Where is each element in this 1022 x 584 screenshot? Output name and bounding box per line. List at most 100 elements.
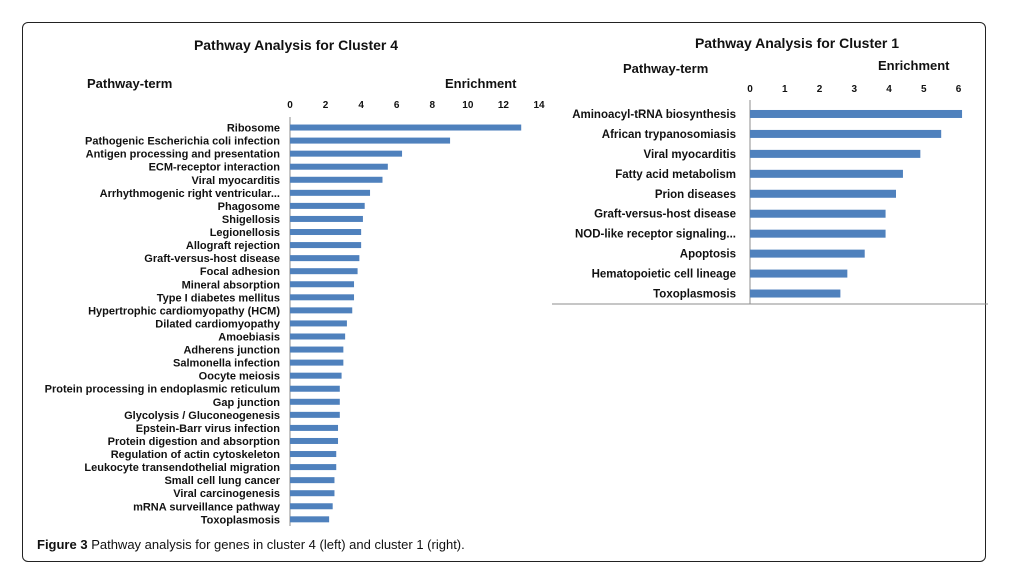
bar (750, 189, 896, 198)
category-label: Protein processing in endoplasmic reticu… (45, 384, 281, 396)
bar (290, 215, 363, 222)
category-label: Dilated cardiomyopathy (155, 318, 281, 330)
category-header: Pathway-term (87, 76, 172, 91)
bar (290, 372, 342, 379)
x-tick-label: 8 (430, 100, 436, 111)
caption-text: Pathway analysis for genes in cluster 4 … (87, 537, 465, 552)
category-label: Toxoplasmosis (653, 289, 736, 301)
bar (750, 249, 865, 258)
category-label: Aminoacyl-tRNA biosynthesis (572, 109, 736, 121)
bar (290, 137, 451, 144)
x-tick-label: 1 (782, 84, 788, 95)
category-label: NOD-like receptor signaling... (575, 229, 736, 241)
category-label: Mineral absorption (182, 279, 281, 291)
caption-label: Figure 3 (37, 537, 88, 552)
category-label: Apoptosis (680, 249, 736, 261)
category-label: Shigellosis (222, 214, 280, 226)
bar (290, 202, 365, 209)
category-label: Toxoplasmosis (201, 514, 280, 526)
category-label: Ribosome (227, 123, 280, 135)
bar (290, 451, 337, 458)
bar (750, 129, 942, 138)
x-tick-label: 0 (287, 100, 293, 111)
value-header: Enrichment (445, 76, 517, 91)
bar (750, 109, 963, 118)
category-label: Leukocyte transendothelial migration (84, 462, 280, 474)
category-label: Phagosome (218, 201, 280, 213)
bar (290, 385, 340, 392)
category-label: Graft-versus-host disease (594, 209, 736, 221)
category-label: Viral myocarditis (644, 149, 736, 161)
bar (290, 294, 355, 301)
bar (750, 229, 886, 238)
x-tick-label: 3 (852, 84, 858, 95)
bar (290, 281, 355, 288)
category-label: Amoebiasis (218, 331, 280, 343)
category-label: mRNA surveillance pathway (133, 501, 281, 513)
x-tick-label: 2 (323, 100, 329, 111)
bar (290, 477, 335, 484)
category-label: Protein digestion and absorption (108, 436, 281, 448)
x-tick-label: 4 (358, 100, 364, 111)
x-tick-label: 5 (921, 84, 927, 95)
bar (290, 229, 362, 236)
bar (290, 255, 360, 262)
x-tick-label: 10 (462, 100, 474, 111)
bar (290, 176, 383, 183)
category-label: ECM-receptor interaction (149, 162, 281, 174)
bar (290, 464, 337, 471)
category-label: Antigen processing and presentation (86, 149, 281, 161)
category-label: Regulation of actin cytoskeleton (111, 449, 281, 461)
category-label: African trypanosomiasis (602, 129, 736, 141)
bar (290, 163, 388, 170)
bar (290, 268, 358, 275)
category-label: Pathogenic Escherichia coli infection (85, 136, 280, 148)
bar (750, 169, 903, 178)
bar (290, 346, 344, 353)
x-tick-label: 0 (747, 84, 753, 95)
category-label: Viral myocarditis (192, 175, 280, 187)
category-label: Fatty acid metabolism (615, 169, 736, 181)
category-label: Allograft rejection (186, 240, 280, 252)
category-label: Type I diabetes mellitus (157, 292, 280, 304)
x-tick-label: 4 (886, 84, 892, 95)
category-label: Prion diseases (655, 189, 736, 201)
category-label: Arrhythmogenic right ventricular... (100, 188, 280, 200)
bar (750, 289, 841, 298)
category-label: Legionellosis (210, 227, 280, 239)
category-label: Glycolysis / Gluconeogenesis (124, 410, 280, 422)
bar (290, 398, 340, 405)
chart-title: Pathway Analysis for Cluster 4 (194, 37, 398, 53)
x-tick-label: 6 (394, 100, 400, 111)
figure-caption: Figure 3 Pathway analysis for genes in c… (37, 537, 465, 552)
bar (290, 242, 362, 249)
category-label: Epstein-Barr virus infection (136, 423, 281, 435)
bar (290, 359, 344, 366)
category-label: Oocyte meiosis (199, 371, 280, 383)
category-label: Small cell lung cancer (164, 475, 280, 487)
category-label: Adherens junction (183, 345, 280, 357)
category-label: Hematopoietic cell lineage (592, 269, 736, 281)
category-label: Graft-versus-host disease (144, 253, 280, 265)
bar (290, 411, 340, 418)
bar (290, 124, 522, 131)
bar (750, 269, 848, 278)
bar (290, 503, 333, 510)
category-header: Pathway-term (623, 61, 708, 76)
category-label: Viral carcinogenesis (173, 488, 280, 500)
x-tick-label: 14 (533, 100, 545, 111)
bar (290, 333, 346, 340)
bar (290, 490, 335, 497)
category-label: Focal adhesion (200, 266, 280, 278)
bar (290, 424, 339, 431)
bar (750, 149, 921, 158)
bar (290, 307, 353, 314)
bar (290, 189, 371, 196)
value-header: Enrichment (878, 58, 950, 73)
bar (290, 320, 347, 327)
chart-title: Pathway Analysis for Cluster 1 (695, 35, 899, 51)
category-label: Salmonella infection (173, 358, 280, 370)
x-tick-label: 12 (498, 100, 510, 111)
